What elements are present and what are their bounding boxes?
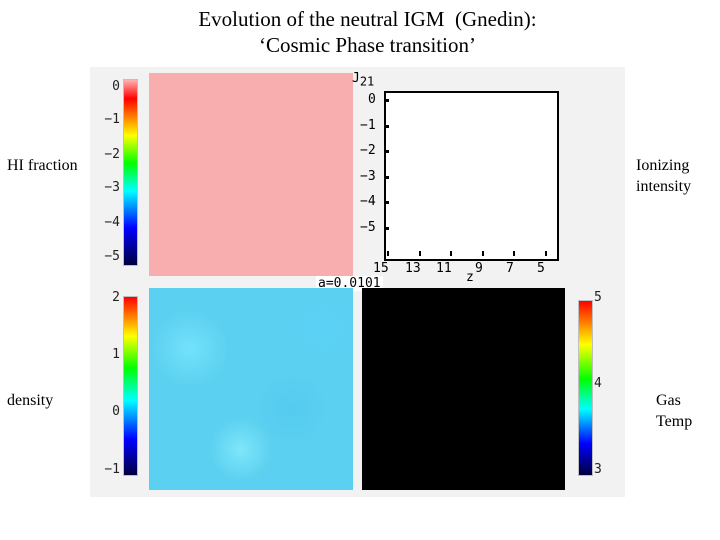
plot-ytick-mark [384, 125, 389, 128]
plot-xtick-5: 5 [537, 261, 545, 276]
plot-xtick-2: 11 [436, 261, 452, 276]
plot-xtick-mark [482, 251, 484, 256]
plot-ytick-2: −2 [360, 143, 376, 158]
temp-tick-1: 4 [594, 376, 602, 391]
density-colorbar [123, 296, 138, 476]
hi-tick-5: −5 [104, 249, 120, 264]
hi-fraction-label: HI fraction [7, 157, 78, 174]
gas-temp-map [362, 288, 565, 490]
plot-xtick-mark [419, 251, 421, 256]
hi-tick-4: −4 [104, 215, 120, 230]
plot-xtick-1: 13 [405, 261, 421, 276]
plot-ytick-mark [384, 99, 389, 102]
hi-fraction-colorbar [123, 79, 138, 266]
density-tick-3: −1 [104, 462, 120, 477]
density-tick-2: 0 [112, 404, 120, 419]
hi-fraction-map [149, 73, 353, 276]
hi-tick-1: −1 [104, 112, 120, 127]
plot-ytick-mark [384, 201, 389, 204]
plot-ytick-1: −1 [360, 118, 376, 133]
plot-ytick-mark [384, 176, 389, 179]
plot-ytick-mark [384, 150, 389, 153]
plot-xtick-mark [450, 251, 452, 256]
plot-x-label: z [466, 270, 474, 285]
plot-ytick-3: −3 [360, 169, 376, 184]
gas-temp-label: Gas Temp [656, 392, 693, 430]
scale-factor-readout: a=0.0101 [316, 276, 383, 291]
plot-ytick-0: 0 [368, 92, 376, 107]
ionizing-intensity-label: Ionizing intensity [636, 157, 692, 195]
density-tick-0: 2 [112, 290, 120, 305]
plot-xtick-mark [513, 251, 515, 256]
hi-tick-2: −2 [104, 147, 120, 162]
temp-tick-2: 3 [594, 462, 602, 477]
density-map [149, 288, 353, 490]
plot-xtick-4: 7 [506, 261, 514, 276]
density-tick-1: 1 [112, 347, 120, 362]
plot-ytick-5: −5 [360, 220, 376, 235]
temp-tick-0: 5 [594, 290, 602, 305]
plot-xtick-0: 15 [373, 261, 389, 276]
title-line-1: Evolution of the neutral IGM (Gnedin): [198, 7, 537, 31]
j21-plot-area [384, 91, 559, 261]
plot-ytick-4: −4 [360, 194, 376, 209]
plot-y-label: J21 [352, 71, 375, 89]
plot-y-label-sub: 21 [359, 74, 375, 89]
density-label: density [7, 392, 54, 409]
hi-tick-3: −3 [104, 180, 120, 195]
gas-temp-colorbar [578, 300, 593, 476]
slide-title: Evolution of the neutral IGM (Gnedin): ‘… [0, 6, 720, 58]
plot-ytick-mark [384, 227, 389, 230]
plot-xtick-mark [387, 251, 389, 256]
title-line-2: ‘Cosmic Phase transition’ [259, 33, 476, 57]
plot-xtick-mark [545, 251, 547, 256]
hi-tick-0: 0 [112, 79, 120, 94]
plot-xtick-3: 9 [475, 261, 483, 276]
